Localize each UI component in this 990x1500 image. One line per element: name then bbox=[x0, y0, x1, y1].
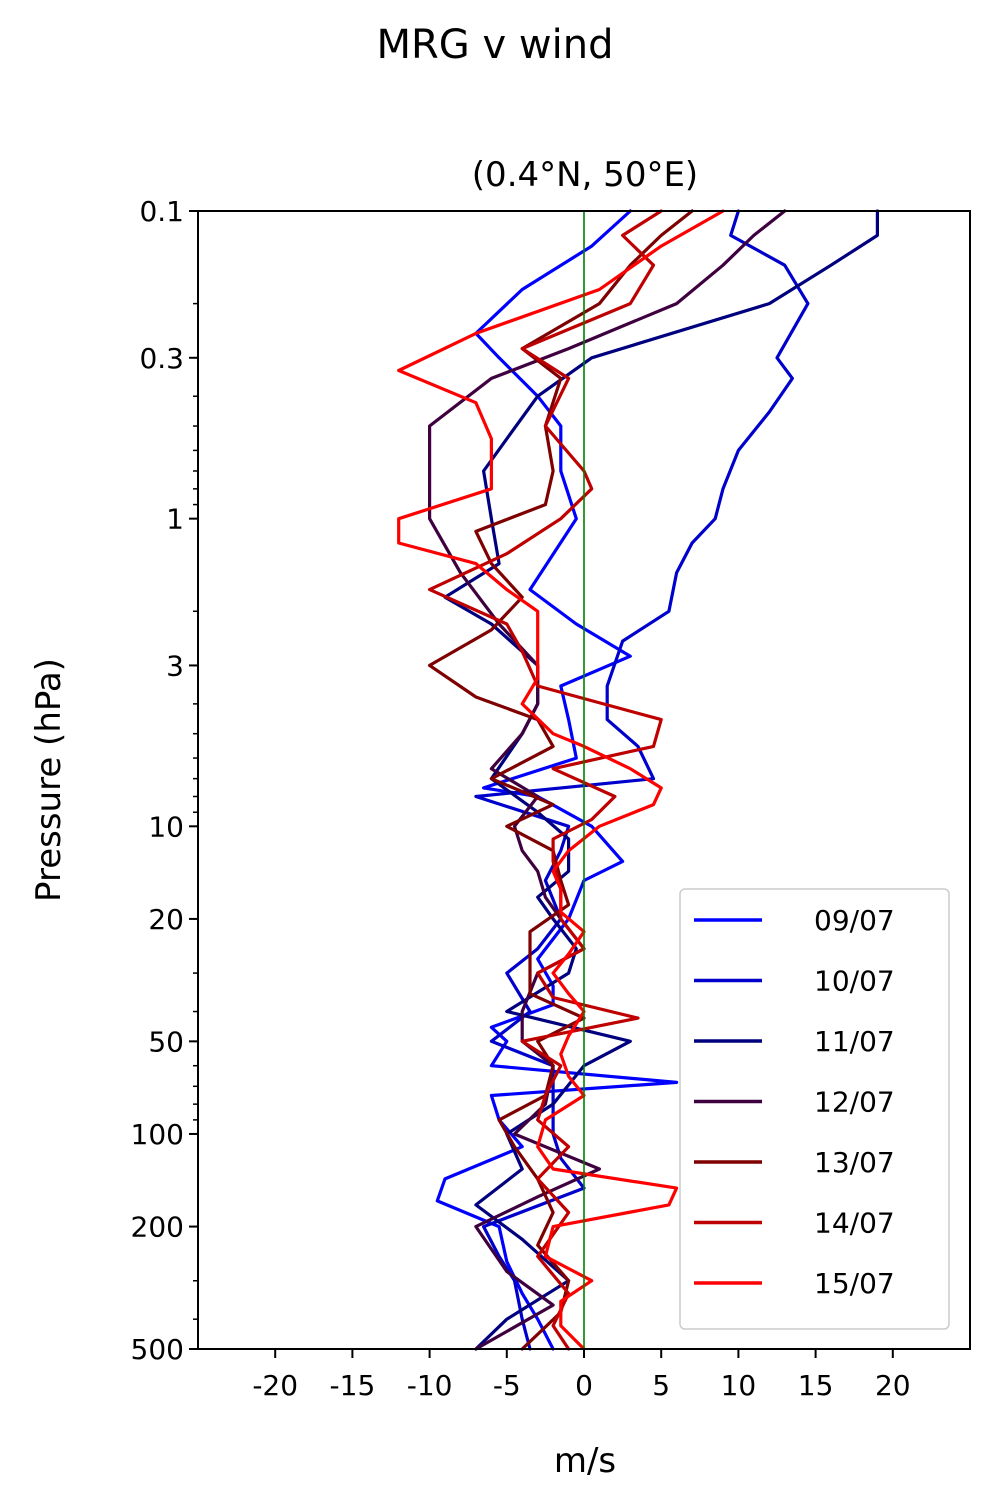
legend-label-15/07: 15/07 bbox=[814, 1267, 895, 1300]
x-tick-label: -10 bbox=[407, 1369, 453, 1402]
x-tick-label: -5 bbox=[493, 1369, 521, 1402]
legend-label-10/07: 10/07 bbox=[814, 965, 895, 998]
legend-label-13/07: 13/07 bbox=[814, 1146, 895, 1179]
x-tick-label: 15 bbox=[798, 1369, 834, 1402]
y-tick-label: 100 bbox=[131, 1118, 184, 1151]
legend-label-12/07: 12/07 bbox=[814, 1086, 895, 1119]
legend-label-11/07: 11/07 bbox=[814, 1025, 895, 1058]
series-layer bbox=[397, 209, 880, 1351]
y-tick-label: 3 bbox=[166, 649, 184, 682]
x-tick-label: 0 bbox=[575, 1369, 593, 1402]
x-tick-label: -20 bbox=[252, 1369, 298, 1402]
y-tick-label: 0.3 bbox=[139, 342, 184, 375]
y-tick-label: 50 bbox=[148, 1025, 184, 1058]
series-line-12/07 bbox=[428, 209, 787, 1351]
y-tick-label: 20 bbox=[148, 903, 184, 936]
y-axis: 0.1 0.3 1 3 10 20 50 100 200 500 bbox=[131, 195, 198, 1366]
y-axis-title: Pressure (hPa) bbox=[29, 658, 69, 902]
y-tick-label: 500 bbox=[131, 1333, 184, 1366]
x-tick-label: 5 bbox=[652, 1369, 670, 1402]
x-tick-label: 10 bbox=[721, 1369, 757, 1402]
page-title: MRG v wind bbox=[376, 22, 614, 68]
series-line-09/07 bbox=[435, 209, 679, 1351]
series-line-13/07 bbox=[428, 209, 694, 1351]
series-line-11/07 bbox=[443, 209, 880, 1351]
legend: 09/07 10/07 11/07 12/07 13/07 14/07 15/07 bbox=[679, 888, 950, 1330]
series-line-10/07 bbox=[474, 209, 810, 1351]
series-line-14/07 bbox=[428, 209, 663, 1351]
x-tick-label: -15 bbox=[330, 1369, 376, 1402]
legend-box bbox=[679, 888, 950, 1330]
x-axis: -20 -15 -10 -5 0 5 10 15 20 bbox=[252, 1349, 911, 1402]
y-tick-label: 1 bbox=[166, 503, 184, 536]
y-tick-label: 0.1 bbox=[139, 195, 184, 228]
x-axis-title: m/s bbox=[554, 1441, 616, 1481]
x-tick-label: 20 bbox=[875, 1369, 911, 1402]
legend-label-14/07: 14/07 bbox=[814, 1207, 895, 1240]
y-tick-label: 200 bbox=[131, 1211, 184, 1244]
legend-label-09/07: 09/07 bbox=[814, 904, 895, 937]
y-tick-label: 10 bbox=[148, 810, 184, 843]
chart-subtitle: (0.4°N, 50°E) bbox=[472, 155, 698, 195]
